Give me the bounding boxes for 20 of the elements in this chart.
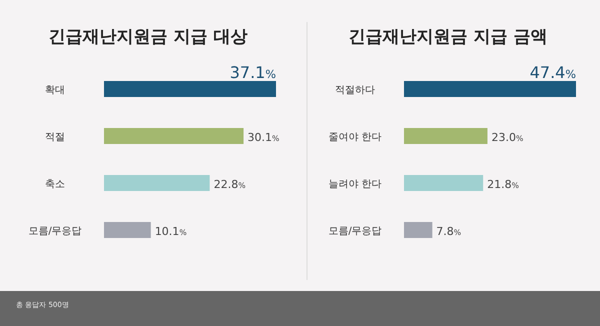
bar (404, 81, 576, 97)
bar (104, 222, 151, 238)
bar (404, 128, 488, 144)
chart-title: 긴급재난지원금 지급 대상 (48, 27, 248, 47)
y-tick-label: 적절하다 (335, 85, 375, 96)
bar (404, 175, 484, 191)
data-label: 37.1% (230, 63, 276, 82)
y-tick-label: 줄여야 한다 (328, 132, 382, 143)
bar (104, 175, 210, 191)
chart-title: 긴급재난지원금 지급 금액 (348, 27, 548, 47)
bar (104, 81, 276, 97)
y-tick-label: 늘려야 한다 (328, 179, 382, 190)
bar (404, 222, 432, 238)
data-label: 47.4% (530, 63, 576, 82)
y-tick-label: 모름/무응답 (28, 226, 82, 237)
y-tick-label: 축소 (45, 179, 65, 190)
y-tick-label: 적절 (45, 132, 65, 143)
bar (104, 128, 244, 144)
y-tick-label: 모름/무응답 (328, 226, 382, 237)
y-tick-label: 확대 (45, 85, 65, 96)
